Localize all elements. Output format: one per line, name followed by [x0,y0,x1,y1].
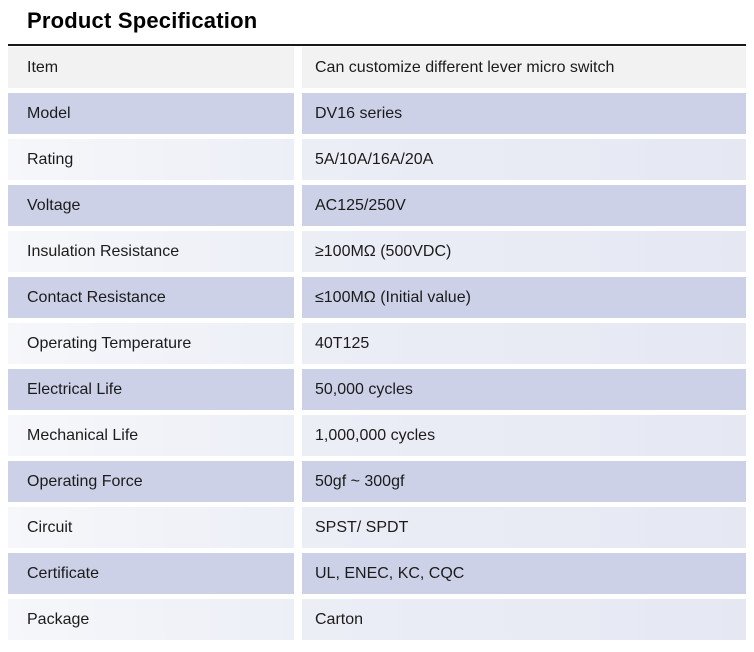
spec-item-cell: Circuit [8,507,294,548]
page-title: Product Specification [27,8,258,33]
spec-item-cell: Certificate [8,553,294,594]
spec-value-cell: 40T125 [302,323,746,364]
spec-value-cell: Carton [302,599,746,640]
table-row: Rating 5A/10A/16A/20A [8,139,746,180]
spec-item-cell: Electrical Life [8,369,294,410]
spec-value-cell: ≥100MΩ (500VDC) [302,231,746,272]
table-row: Certificate UL, ENEC, KC, CQC [8,553,746,594]
spec-item-cell: Package [8,599,294,640]
table-row: Contact Resistance ≤100MΩ (Initial value… [8,277,746,318]
spec-value-cell: 1,000,000 cycles [302,415,746,456]
spec-item-cell: Insulation Resistance [8,231,294,272]
header-value-cell: Can customize different lever micro swit… [302,47,746,88]
spec-item-cell: Mechanical Life [8,415,294,456]
table-row: Voltage AC125/250V [8,185,746,226]
spec-value-cell: 5A/10A/16A/20A [302,139,746,180]
spec-value-cell: ≤100MΩ (Initial value) [302,277,746,318]
spec-item-cell: Operating Temperature [8,323,294,364]
table-row: Operating Temperature 40T125 [8,323,746,364]
spec-item-cell: Model [8,93,294,134]
table-header-row: Item Can customize different lever micro… [8,47,746,88]
spec-item-cell: Contact Resistance [8,277,294,318]
table-row: Circuit SPST/ SPDT [8,507,746,548]
spec-value-cell: UL, ENEC, KC, CQC [302,553,746,594]
spec-item-cell: Rating [8,139,294,180]
table-row: Mechanical Life 1,000,000 cycles [8,415,746,456]
spec-item-cell: Voltage [8,185,294,226]
spec-value-cell: 50gf ~ 300gf [302,461,746,502]
spec-value-cell: AC125/250V [302,185,746,226]
spec-table: Item Can customize different lever micro… [8,44,746,640]
spec-item-cell: Operating Force [8,461,294,502]
table-row: Operating Force 50gf ~ 300gf [8,461,746,502]
header-item-cell: Item [8,47,294,88]
table-row: Insulation Resistance ≥100MΩ (500VDC) [8,231,746,272]
spec-value-cell: DV16 series [302,93,746,134]
spec-value-cell: 50,000 cycles [302,369,746,410]
table-row: Package Carton [8,599,746,640]
table-row: Model DV16 series [8,93,746,134]
table-row: Electrical Life 50,000 cycles [8,369,746,410]
spec-value-cell: SPST/ SPDT [302,507,746,548]
